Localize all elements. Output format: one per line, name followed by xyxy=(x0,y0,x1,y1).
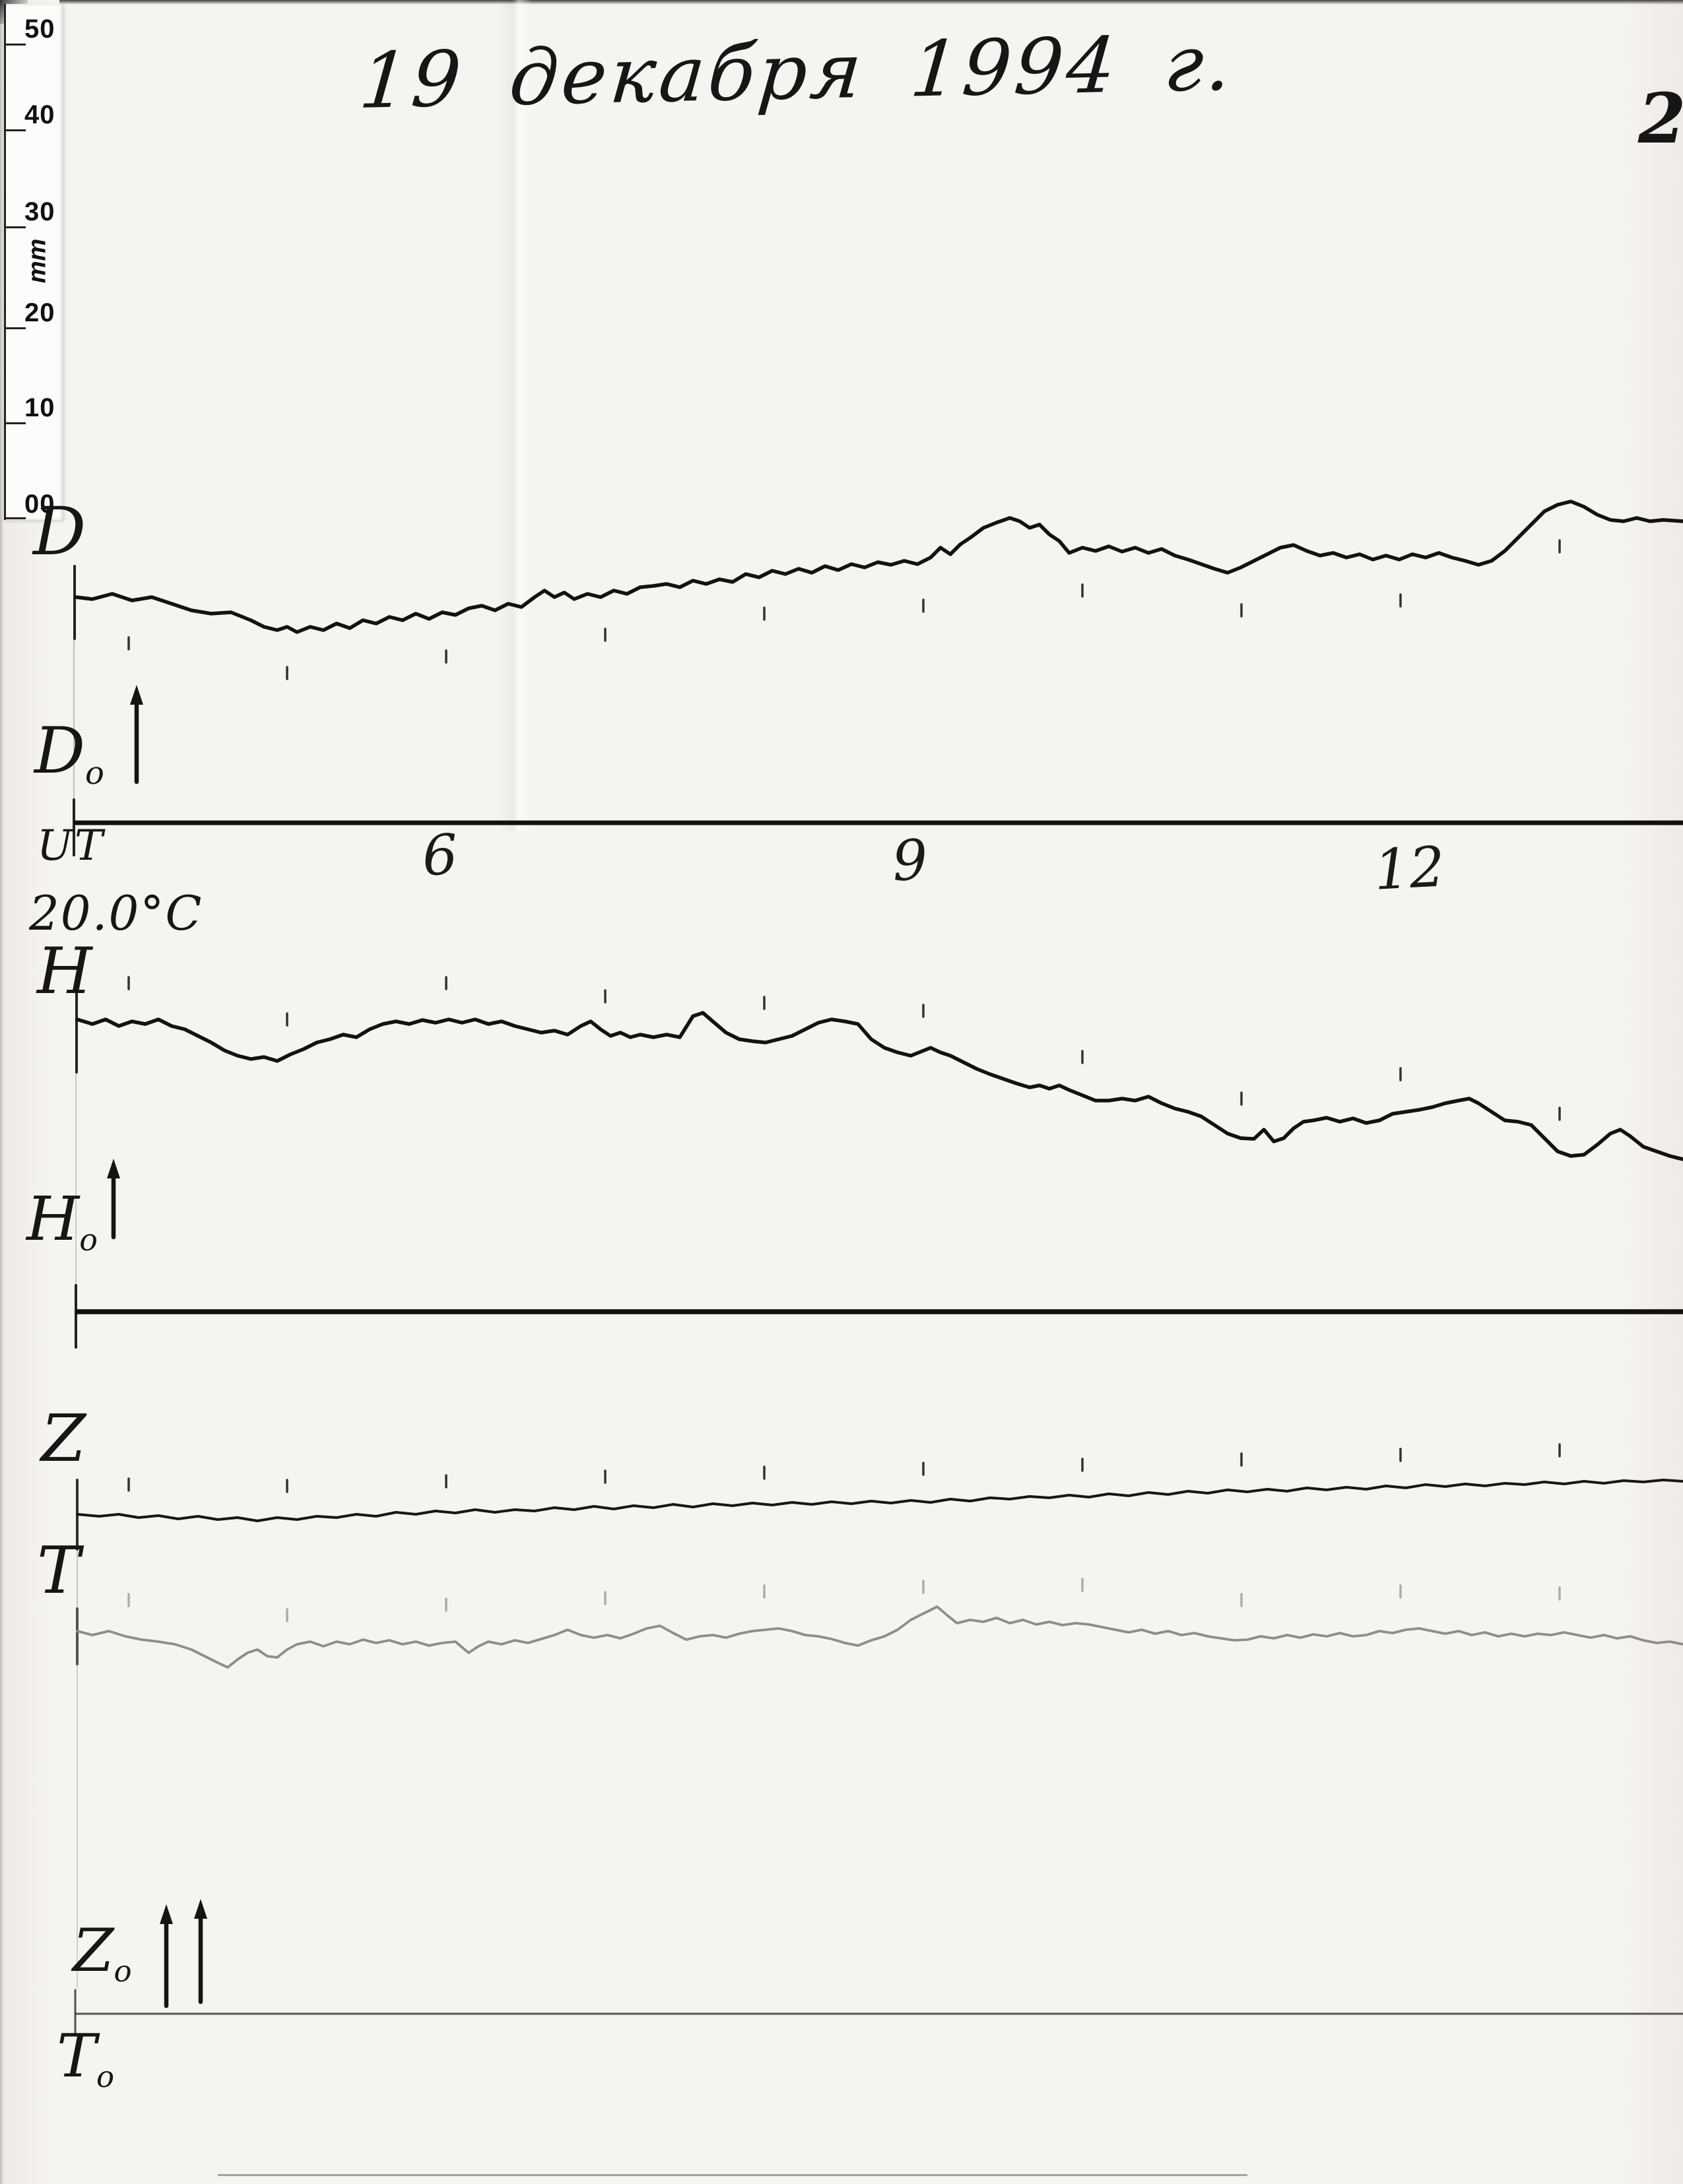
page-title: 19 декабря 1994 г. xyxy=(356,18,1238,127)
ruler-tick xyxy=(6,129,26,131)
ruler-label: 30 xyxy=(24,197,55,226)
trace-T xyxy=(76,1605,1683,1669)
trace-Z xyxy=(76,1479,1683,1522)
ruler-tick xyxy=(6,44,26,46)
hour-label: 9 xyxy=(890,827,929,894)
scan-bottom-edge xyxy=(218,2174,1247,2176)
trace-label-z: Z xyxy=(41,1401,86,1477)
hour-label: 6 xyxy=(420,821,459,889)
baseline-label-z0: Zo xyxy=(73,1916,132,1989)
trace-D xyxy=(74,499,1683,634)
trace-label-d: D xyxy=(33,493,86,570)
Z0-scale-arrow-head xyxy=(160,1904,173,1924)
ruler-tick xyxy=(6,327,26,329)
hour-label: 12 xyxy=(1372,834,1447,903)
baseline-label-t0: To xyxy=(57,2022,115,2094)
ruler-tick xyxy=(6,226,26,228)
edge-partial-character: 2 xyxy=(1638,78,1683,159)
trace-label-h: H xyxy=(37,934,92,1008)
temperature-annotation: 20.0°C xyxy=(29,885,203,941)
scan-left-edge xyxy=(0,0,4,2184)
trace-H xyxy=(75,1011,1683,1161)
ruler-label: 20 xyxy=(24,298,55,327)
mm-ruler: mm 50 40 30 20 10 00 xyxy=(4,4,63,520)
paper-crease xyxy=(499,0,532,831)
D0-scale-arrow-head xyxy=(130,685,143,705)
ruler-label: 00 xyxy=(24,490,55,519)
ruler-label: 50 xyxy=(24,15,55,44)
baseline-label-h0: Ho xyxy=(26,1184,98,1258)
H0-scale-arrow-head xyxy=(107,1159,120,1178)
ruler-label: 10 xyxy=(24,393,55,422)
scan-top-edge xyxy=(59,0,1683,5)
baseline-label-d0: Do xyxy=(34,714,104,792)
ruler-tick xyxy=(6,517,26,519)
time-axis-label: UT xyxy=(37,821,105,870)
trace-label-t: T xyxy=(37,1533,81,1609)
ruler-label: 40 xyxy=(24,100,55,129)
ruler-tick xyxy=(6,422,26,424)
T0-scale-arrow-head xyxy=(194,1899,207,1919)
